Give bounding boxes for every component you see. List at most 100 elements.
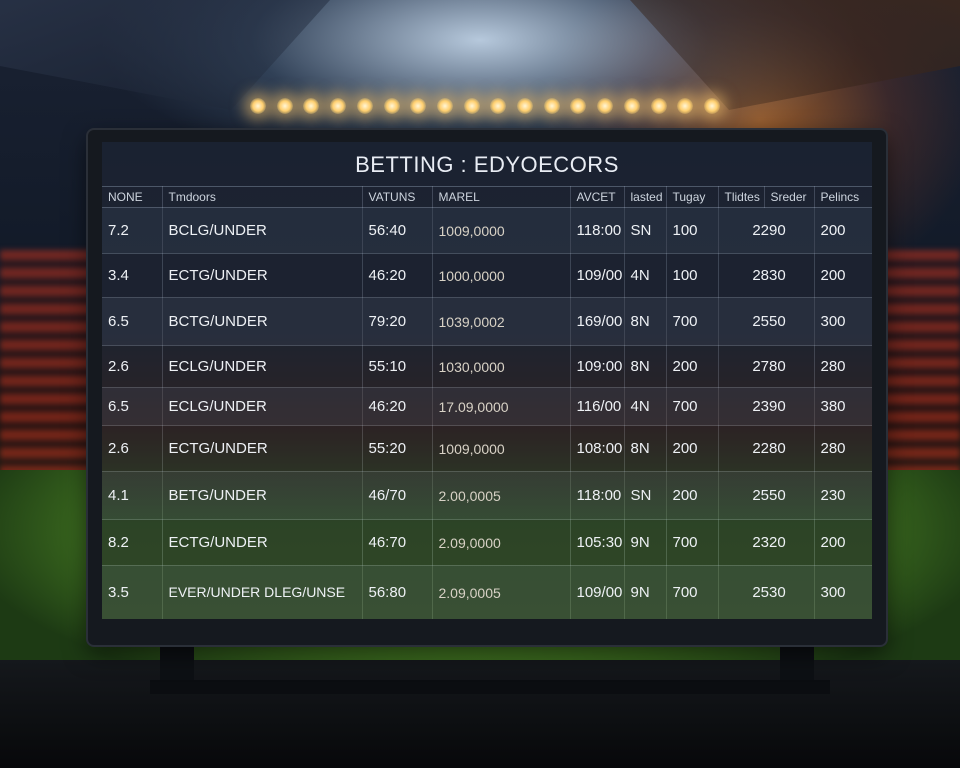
column-header[interactable]: AVCET: [570, 186, 625, 208]
column-header[interactable]: Tugay: [666, 186, 719, 208]
column-header[interactable]: NONE: [102, 186, 163, 208]
row-avcet: 109/00: [570, 253, 625, 298]
column-header[interactable]: Pelincs: [814, 186, 872, 208]
row-avcet: 109:00: [570, 345, 625, 388]
table-row[interactable]: 8.2 ECTG/UNDER 46:70 2.09,0000 105:30 9N…: [102, 519, 872, 566]
row-vatuns: 79:20: [362, 297, 433, 346]
row-number: 3.5: [102, 565, 163, 619]
row-tlidtes: 2280: [718, 425, 815, 472]
row-avcet: 109/00: [570, 565, 625, 619]
row-pelincs: 280: [814, 345, 872, 388]
column-header[interactable]: MAREL: [432, 186, 571, 208]
floodlight: [677, 98, 694, 114]
table-header-row: NONE Tmdoors VATUNS MAREL AVCET lasted T…: [102, 186, 872, 208]
odds-table: NONE Tmdoors VATUNS MAREL AVCET lasted T…: [102, 186, 872, 619]
row-lasted: 8N: [624, 425, 667, 472]
table-row[interactable]: 2.6 ECLG/UNDER 55:10 1030,0000 109:00 8N…: [102, 345, 872, 388]
stadium-roof-right: [630, 0, 960, 110]
row-name: ECLG/UNDER: [162, 387, 363, 426]
monitor-stand-leg: [780, 640, 814, 684]
floodlight: [597, 98, 614, 114]
row-lasted: SN: [624, 471, 667, 520]
row-name: EVER/UNDER DLEG/UNSE: [162, 565, 363, 619]
column-header[interactable]: Sreder: [764, 186, 815, 208]
row-name: BCTG/UNDER: [162, 297, 363, 346]
row-lasted: 9N: [624, 565, 667, 619]
row-market: 1000,0000: [432, 253, 571, 298]
column-header[interactable]: Tmdoors: [162, 186, 363, 208]
floodlight: [330, 98, 347, 114]
row-lasted: SN: [624, 207, 667, 254]
row-pelincs: 300: [814, 297, 872, 346]
row-pelincs: 280: [814, 425, 872, 472]
monitor-stand-base: [150, 680, 830, 694]
table-row[interactable]: 6.5 ECLG/UNDER 46:20 17.09,0000 116/00 4…: [102, 387, 872, 426]
row-tlidtes: 2290: [718, 207, 815, 254]
row-pelincs: 300: [814, 565, 872, 619]
monitor-stand-leg: [160, 640, 194, 684]
floodlight: [703, 98, 720, 114]
row-lasted: 8N: [624, 297, 667, 346]
row-tugay: 700: [666, 297, 719, 346]
row-pelincs: 200: [814, 253, 872, 298]
row-market: 1039,0002: [432, 297, 571, 346]
table-row[interactable]: 6.5 BCTG/UNDER 79:20 1039,0002 169/00 8N…: [102, 297, 872, 346]
row-tugay: 700: [666, 565, 719, 619]
row-name: ECTG/UNDER: [162, 519, 363, 566]
floodlight: [250, 98, 266, 114]
table-row[interactable]: 4.1 BETG/UNDER 46/70 2.00,0005 118:00 SN…: [102, 471, 872, 520]
row-vatuns: 46:70: [362, 519, 433, 566]
row-name: BETG/UNDER: [162, 471, 363, 520]
row-pelincs: 230: [814, 471, 872, 520]
row-name: ECTG/UNDER: [162, 425, 363, 472]
table-row[interactable]: 3.5 EVER/UNDER DLEG/UNSE 56:80 2.09,0005…: [102, 565, 872, 619]
row-tlidtes: 2320: [718, 519, 815, 566]
row-market: 1009,0000: [432, 425, 571, 472]
column-header[interactable]: Tlidtes: [718, 186, 765, 208]
row-tlidtes: 2530: [718, 565, 815, 619]
floodlight: [436, 98, 453, 114]
floodlight: [490, 98, 507, 114]
row-avcet: 169/00: [570, 297, 625, 346]
row-vatuns: 55:20: [362, 425, 433, 472]
row-market: 1030,0000: [432, 345, 571, 388]
row-vatuns: 46:20: [362, 253, 433, 298]
floodlight: [356, 98, 373, 114]
floodlight: [623, 98, 640, 114]
row-avcet: 118:00: [570, 207, 625, 254]
row-avcet: 108:00: [570, 425, 625, 472]
floodlight: [517, 98, 534, 114]
floodlight-row: [250, 98, 720, 120]
floor: [0, 660, 960, 768]
floodlight: [276, 98, 293, 114]
row-number: 7.2: [102, 207, 163, 254]
row-vatuns: 55:10: [362, 345, 433, 388]
betting-board-screen: BETTING : EDYOECORS NONE: [102, 142, 872, 619]
column-header[interactable]: VATUNS: [362, 186, 433, 208]
row-tugay: 200: [666, 471, 719, 520]
row-number: 8.2: [102, 519, 163, 566]
table-row[interactable]: 2.6 ECTG/UNDER 55:20 1009,0000 108:00 8N…: [102, 425, 872, 472]
row-avcet: 118:00: [570, 471, 625, 520]
row-number: 2.6: [102, 425, 163, 472]
row-market: 17.09,0000: [432, 387, 571, 426]
board-title: BETTING : EDYOECORS: [355, 152, 619, 177]
row-name: BCLG/UNDER: [162, 207, 363, 254]
row-pelincs: 200: [814, 207, 872, 254]
floodlight: [543, 98, 560, 114]
row-lasted: 4N: [624, 387, 667, 426]
row-number: 6.5: [102, 387, 163, 426]
row-market: 2.00,0005: [432, 471, 571, 520]
column-header[interactable]: lasted: [624, 186, 667, 208]
table-row[interactable]: 3.4 ECTG/UNDER 46:20 1000,0000 109/00 4N…: [102, 253, 872, 298]
row-market: 2.09,0005: [432, 565, 571, 619]
row-number: 3.4: [102, 253, 163, 298]
row-lasted: 4N: [624, 253, 667, 298]
table-row[interactable]: 7.2 BCLG/UNDER 56:40 1009,0000 118:00 SN…: [102, 207, 872, 254]
floodlight: [410, 98, 427, 114]
row-number: 2.6: [102, 345, 163, 388]
row-lasted: 8N: [624, 345, 667, 388]
floodlight: [383, 98, 400, 114]
stadium-roof-left: [0, 0, 330, 110]
